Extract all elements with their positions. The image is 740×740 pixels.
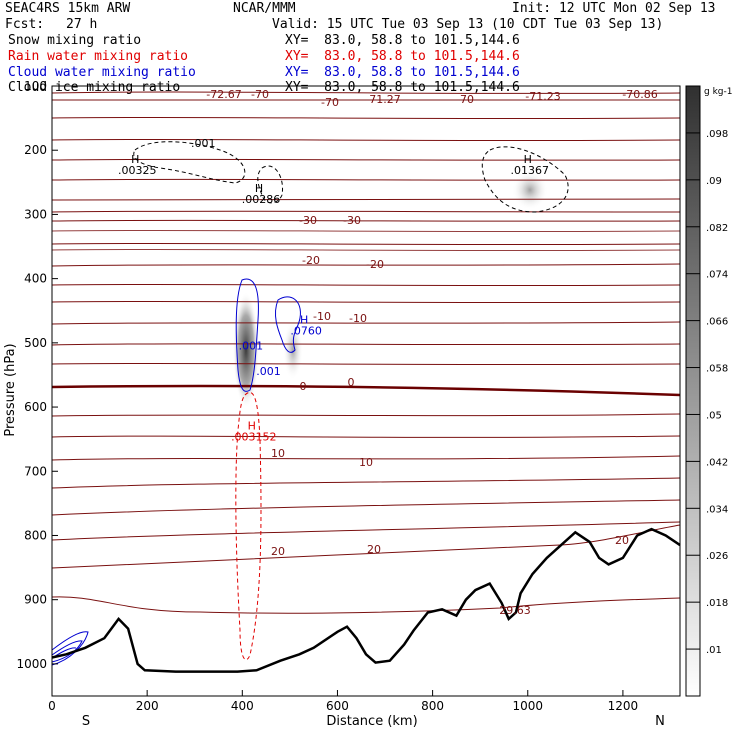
plot-frame <box>51 85 681 697</box>
colorbar-tick-label: .074 <box>706 270 728 281</box>
freezing-level <box>51 384 681 397</box>
contour-labels: -70 -72.67 -70 -71.27 -70 -71.23 -70.86 -30 -30 -… <box>118 88 658 617</box>
isotherm-label: -70 <box>251 88 269 101</box>
colorbar-tick-label: .018 <box>706 598 728 609</box>
mixing-ratio-label: H <box>131 153 139 166</box>
x-tick-label: 600 <box>326 699 349 713</box>
x-tick-label: 200 <box>136 699 159 713</box>
x-tick-label: 1200 <box>608 699 639 713</box>
snow-contour-2 <box>257 165 284 204</box>
isotherm-label: -10 <box>349 312 367 325</box>
colorbar-tick-label: .034 <box>706 504 728 515</box>
x-axis: 0 200 400 600 800 1000 1200 <box>48 690 638 713</box>
mixing-ratio-label: H <box>524 153 532 166</box>
forecast-hours: 27 h <box>66 17 98 32</box>
colorbar-tick-label: .098 <box>706 129 728 140</box>
isotherm-label: 0 <box>348 376 355 389</box>
colorbar-tick-label: .09 <box>706 176 722 187</box>
y-tick-label: 900 <box>24 593 47 607</box>
forecast-label: Fcst: <box>5 17 45 32</box>
colorbar-tick-label: .026 <box>706 551 728 562</box>
colorbar-tick-label: .01 <box>706 645 722 656</box>
init-time: Init: 12 UTC Mon 02 Sep 13 <box>512 1 716 16</box>
cloud-water-contour-1 <box>235 278 259 392</box>
isotherm-label: -71.27 <box>365 93 400 106</box>
mixing-ratio-value: .0760 <box>290 325 322 338</box>
x-end-south: S <box>82 714 90 729</box>
x-tick-label: 800 <box>421 699 444 713</box>
valid-time: Valid: 15 UTC Tue 03 Sep 13 (10 CDT Tue … <box>272 17 664 32</box>
isotherm-label: 29.63 <box>499 604 531 617</box>
legend-cloud-ice: Cloud ice mixing ratio <box>8 80 181 95</box>
mixing-ratio-value: .01367 <box>511 164 550 177</box>
organization: NCAR/MMM <box>233 1 296 16</box>
colorbar-tick-label: .066 <box>706 317 728 328</box>
isotherm-label: -30 <box>343 214 361 227</box>
mixing-ratio-value: .00286 <box>242 193 281 206</box>
isotherm-label: 20 <box>271 545 285 558</box>
isotherm-label: -10 <box>313 310 331 323</box>
y-tick-label: 500 <box>24 336 47 350</box>
cloud-water-contour-2 <box>275 296 301 353</box>
mixing-ratio-label: .001 <box>239 339 264 352</box>
isotherm-label: -30 <box>299 214 317 227</box>
x-tick-label: 1000 <box>512 699 543 713</box>
isotherm-label: -20 <box>302 254 320 267</box>
legend-snow: Snow mixing ratio <box>8 33 142 48</box>
isotherm-label: 0 <box>300 380 307 393</box>
model-name: SEAC4RS 15km ARW <box>5 1 131 16</box>
colorbar-tick-label: .042 <box>706 457 728 468</box>
mixing-ratio-label: H <box>255 182 263 195</box>
x-tick-label: 0 <box>48 699 56 713</box>
snow-contour-3 <box>481 146 569 213</box>
legend-snow-xy: XY= 83.0, 58.8 to 101.5,144.6 <box>285 33 520 48</box>
isotherm-label: 20 <box>615 534 629 547</box>
y-tick-label: 600 <box>24 400 47 414</box>
colorbar-unit: g kg-1 <box>704 87 732 97</box>
isotherm-label: 10 <box>359 456 373 469</box>
y-tick-label: 400 <box>24 272 47 286</box>
isotherm-label: -71.23 <box>525 90 560 103</box>
mixing-ratio-value: .003152 <box>231 431 277 444</box>
colorbar-tick-label: .05 <box>706 410 722 421</box>
colorbar: .01 .018 .026 .034 .042 .05 .058 .066 .074 .082 .0… <box>685 85 732 697</box>
x-axis-title: Distance (km) <box>326 714 417 729</box>
y-tick-label: 800 <box>24 528 47 542</box>
y-axis: 100 200 300 400 500 600 700 800 900 1000 <box>16 79 58 671</box>
legend-rain: Rain water mixing ratio <box>8 49 189 64</box>
legend-cloud-water: Cloud water mixing ratio <box>8 65 196 80</box>
colorbar-tick-label: .058 <box>706 364 728 375</box>
isotherm-label: -70 <box>321 96 339 109</box>
terrain-line <box>51 527 681 673</box>
legend-cloud-water-xy: XY= 83.0, 58.8 to 101.5,144.6 <box>285 65 520 80</box>
mixing-ratio-label: H <box>248 420 256 433</box>
x-tick-label: 400 <box>231 699 254 713</box>
mixing-ratio-label: H <box>300 314 308 327</box>
mixing-ratio-label: .001 <box>191 137 216 150</box>
isotherm-label: -70.86 <box>622 88 657 101</box>
legend-cloud-ice-xy: XY= 83.0, 58.8 to 101.5,144.6 <box>285 80 520 95</box>
y-axis-title: Pressure (hPa) <box>3 343 18 436</box>
isotherm-label: -20 <box>366 258 384 271</box>
y-tick-label: 1000 <box>16 657 47 671</box>
y-tick-label: 200 <box>24 143 47 157</box>
mixing-ratio-value: .00325 <box>118 164 157 177</box>
temperature-contours <box>51 91 681 614</box>
rain-contour <box>235 391 262 661</box>
y-tick-label: 100 <box>24 79 47 93</box>
isotherm-label: 10 <box>271 447 285 460</box>
y-tick-label: 700 <box>24 464 47 478</box>
mixing-ratio-label: .001 <box>256 365 281 378</box>
y-tick-label: 300 <box>24 207 47 221</box>
isotherm-label: -72.67 <box>206 88 241 101</box>
snow-contour-1 <box>133 141 246 184</box>
cloud-ice-side <box>283 320 303 380</box>
x-end-north: N <box>655 714 665 729</box>
colorbar-tick-label: .082 <box>706 223 728 234</box>
isotherm-label: 20 <box>367 543 381 556</box>
isotherm-label: -70 <box>456 93 474 106</box>
legend-rain-xy: XY= 83.0, 58.8 to 101.5,144.6 <box>285 49 520 64</box>
